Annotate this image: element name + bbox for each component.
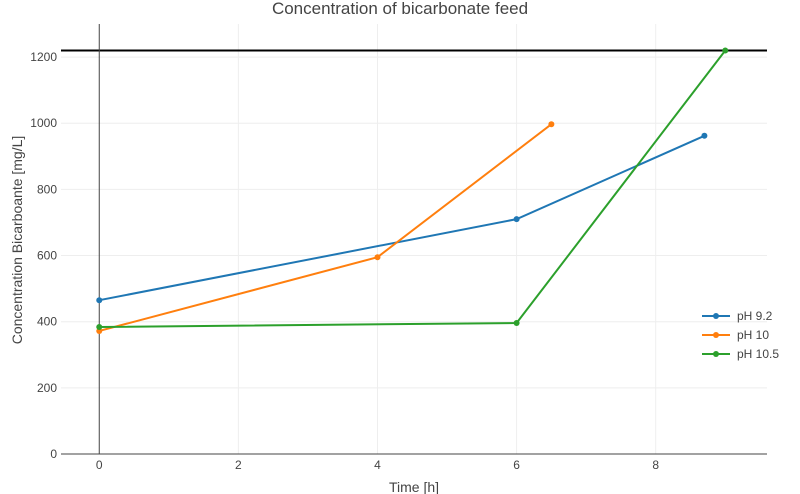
x-tick-label: 8 bbox=[652, 458, 659, 472]
legend-label: pH 9.2 bbox=[737, 309, 773, 323]
y-axis-title: Concentration Bicarboante [mg/L] bbox=[9, 136, 25, 345]
axes bbox=[61, 24, 767, 455]
y-tick-label: 1000 bbox=[30, 116, 57, 130]
data-point bbox=[722, 47, 729, 54]
legend-label: pH 10.5 bbox=[737, 347, 779, 361]
y-tick-label: 1200 bbox=[30, 50, 57, 64]
y-tick-label: 0 bbox=[50, 447, 57, 461]
x-tick-label: 6 bbox=[513, 458, 520, 472]
series-line bbox=[99, 49, 727, 328]
data-point bbox=[513, 320, 520, 327]
y-tick-label: 600 bbox=[37, 249, 57, 263]
legend-swatch-marker bbox=[713, 351, 719, 357]
x-tick-label: 0 bbox=[96, 458, 103, 472]
series-layer bbox=[96, 47, 729, 334]
data-point bbox=[96, 323, 103, 330]
data-point bbox=[548, 121, 555, 128]
tick-labels: 0 200 400 600 800 1000 1200 0 2 4 6 8 bbox=[30, 50, 659, 472]
grid bbox=[61, 24, 767, 454]
legend-item[interactable]: pH 9.2 bbox=[702, 309, 773, 323]
legend-label: pH 10 bbox=[737, 328, 769, 342]
series-line bbox=[98, 123, 552, 332]
legend-item[interactable]: pH 10.5 bbox=[702, 347, 779, 361]
data-point bbox=[374, 254, 381, 261]
x-axis-title: Time [h] bbox=[389, 479, 439, 494]
legend-swatch-marker bbox=[713, 313, 719, 319]
data-point bbox=[701, 132, 708, 139]
legend[interactable]: pH 9.2 pH 10 pH 10.5 bbox=[702, 309, 779, 361]
legend-item[interactable]: pH 10 bbox=[702, 328, 769, 342]
chart-title: Concentration of bicarbonate feed bbox=[272, 0, 528, 18]
x-tick-label: 2 bbox=[235, 458, 242, 472]
y-tick-label: 400 bbox=[37, 315, 57, 329]
data-point bbox=[513, 216, 520, 223]
y-tick-label: 800 bbox=[37, 182, 57, 196]
data-point bbox=[96, 297, 103, 304]
series-line bbox=[99, 134, 705, 302]
legend-swatch-marker bbox=[713, 332, 719, 338]
x-tick-label: 4 bbox=[374, 458, 381, 472]
y-tick-label: 200 bbox=[37, 381, 57, 395]
